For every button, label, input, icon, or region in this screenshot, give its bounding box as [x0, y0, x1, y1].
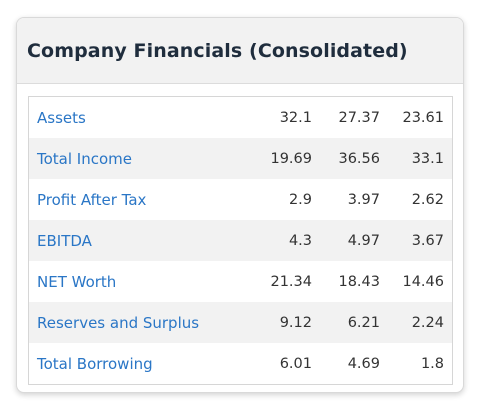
row-label-link[interactable]: EBITDA [29, 220, 242, 261]
value-cell: 3.97 [324, 179, 388, 220]
card-title: Company Financials (Consolidated) [27, 40, 408, 62]
value-cell: 27.37 [324, 97, 388, 138]
table-row-reserves-and-surplus: Reserves and Surplus 9.12 6.21 2.24 [29, 302, 452, 343]
value-cell: 4.3 [242, 220, 324, 261]
table-row-total-borrowing: Total Borrowing 6.01 4.69 1.8 [29, 343, 452, 384]
value-cell: 19.69 [242, 138, 324, 179]
row-label-link[interactable]: Assets [29, 97, 242, 138]
value-cell: 32.1 [242, 97, 324, 138]
value-cell: 36.56 [324, 138, 388, 179]
table-row-profit-after-tax: Profit After Tax 2.9 3.97 2.62 [29, 179, 452, 220]
card-header: Company Financials (Consolidated) [17, 18, 463, 84]
value-cell: 9.12 [242, 302, 324, 343]
value-cell: 6.01 [242, 343, 324, 384]
table-row-assets: Assets 32.1 27.37 23.61 [29, 97, 452, 138]
row-label-link[interactable]: Total Income [29, 138, 242, 179]
value-cell: 33.1 [388, 138, 452, 179]
row-label-link[interactable]: Reserves and Surplus [29, 302, 242, 343]
table-row-total-income: Total Income 19.69 36.56 33.1 [29, 138, 452, 179]
value-cell: 18.43 [324, 261, 388, 302]
value-cell: 21.34 [242, 261, 324, 302]
value-cell: 2.62 [388, 179, 452, 220]
row-label-link[interactable]: NET Worth [29, 261, 242, 302]
row-label-link[interactable]: Profit After Tax [29, 179, 242, 220]
value-cell: 4.69 [324, 343, 388, 384]
value-cell: 14.46 [388, 261, 452, 302]
table-row-net-worth: NET Worth 21.34 18.43 14.46 [29, 261, 452, 302]
company-financials-card: Company Financials (Consolidated) Assets… [16, 17, 464, 393]
row-label-link[interactable]: Total Borrowing [29, 343, 242, 384]
financials-table-container: Assets 32.1 27.37 23.61 Total Income 19.… [28, 96, 453, 385]
value-cell: 6.21 [324, 302, 388, 343]
value-cell: 23.61 [388, 97, 452, 138]
value-cell: 3.67 [388, 220, 452, 261]
value-cell: 2.9 [242, 179, 324, 220]
table-row-ebitda: EBITDA 4.3 4.97 3.67 [29, 220, 452, 261]
value-cell: 4.97 [324, 220, 388, 261]
value-cell: 2.24 [388, 302, 452, 343]
value-cell: 1.8 [388, 343, 452, 384]
financials-table: Assets 32.1 27.37 23.61 Total Income 19.… [29, 97, 452, 384]
